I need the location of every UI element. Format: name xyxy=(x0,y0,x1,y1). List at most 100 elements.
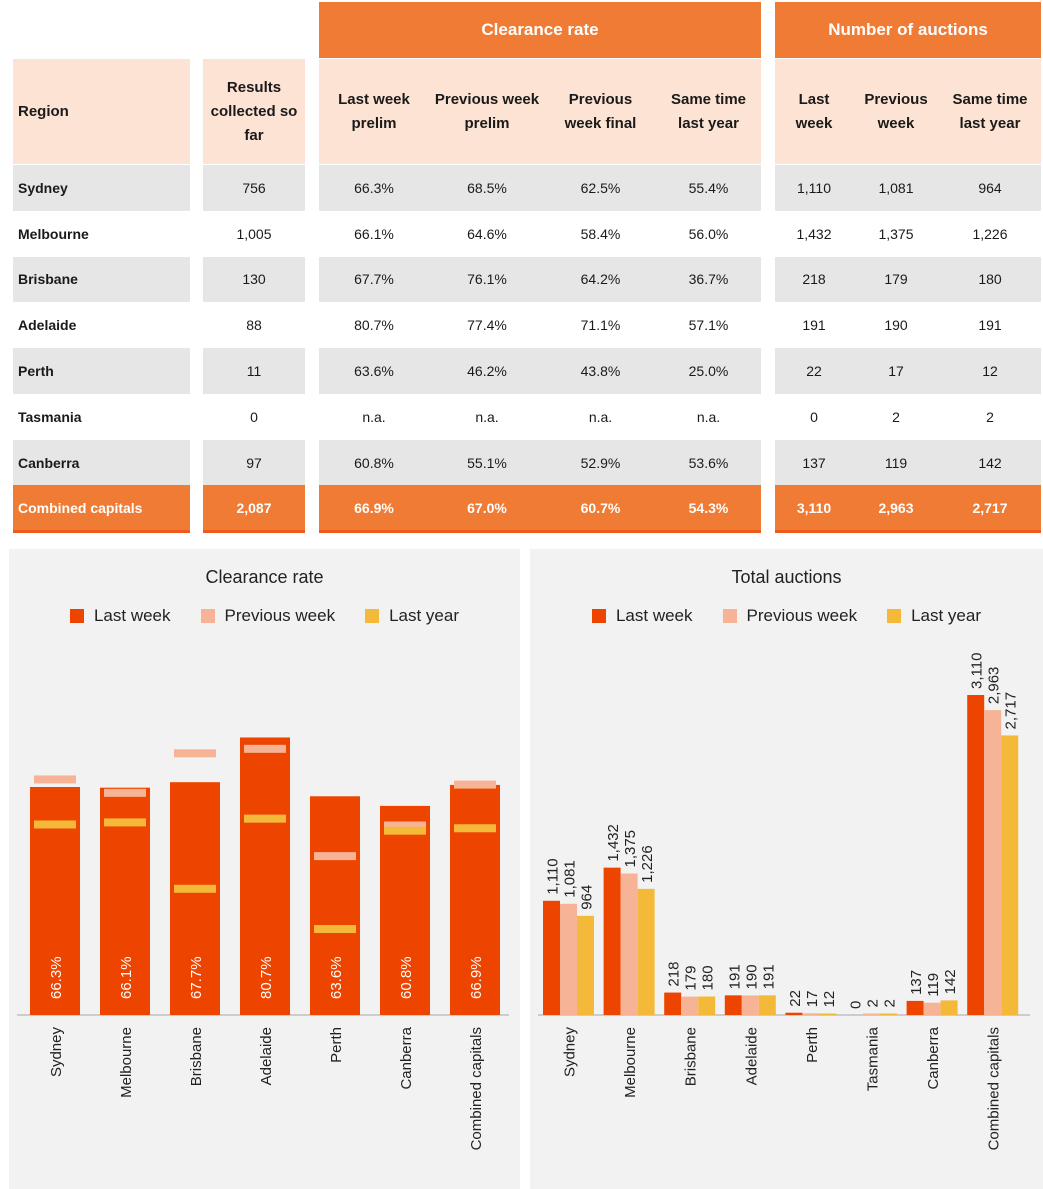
marker-last-year xyxy=(104,818,146,827)
row-shade xyxy=(203,165,305,211)
category-label: Canberra xyxy=(925,1026,942,1089)
table-cell: n.a. xyxy=(588,408,613,425)
column-header-text: Same time last year xyxy=(671,88,746,136)
bar-previous-week xyxy=(863,1013,880,1015)
header-block xyxy=(319,59,761,164)
header-block xyxy=(775,59,1041,164)
bar-last-week xyxy=(603,867,621,1015)
table-cell: 11 xyxy=(246,363,262,380)
data-label: 12 xyxy=(821,991,838,1008)
table-cell: 142 xyxy=(978,454,1002,471)
data-label: 67.7% xyxy=(188,956,205,999)
data-label: 1,432 xyxy=(605,824,622,862)
combined-cell: 60.7% xyxy=(580,499,621,516)
column-header-region: Region xyxy=(18,102,69,120)
legend-swatch-last-year xyxy=(887,609,902,623)
table-cell: 36.7% xyxy=(688,271,729,288)
table-cell: 1,081 xyxy=(878,179,914,196)
column-header-line: week xyxy=(795,114,833,132)
data-label: 60.8% xyxy=(398,956,415,999)
region-name-perth: Perth xyxy=(18,363,54,380)
combined-row-block xyxy=(319,485,761,530)
bar-previous-week xyxy=(802,1013,820,1015)
table-cell: 62.5% xyxy=(580,179,621,196)
column-header-text: Previous week xyxy=(864,88,927,136)
column-header-line: Previous xyxy=(568,90,633,108)
table-cell: 0 xyxy=(250,408,258,425)
data-label: 17 xyxy=(804,991,821,1008)
bar-last-week xyxy=(906,1000,924,1015)
chart-title: Clearance rate xyxy=(205,567,324,587)
marker-last-year xyxy=(314,925,356,934)
table-cell: 88 xyxy=(246,317,262,334)
table-cell: 25.0% xyxy=(688,363,729,380)
table-cell: 68.5% xyxy=(467,179,507,196)
legend-label: Last week xyxy=(615,606,693,625)
marker-previous-week xyxy=(384,821,426,830)
combined-cell: 2,963 xyxy=(878,499,914,516)
region-name-sydney: Sydney xyxy=(18,179,68,196)
bar-last-week xyxy=(240,737,290,1015)
table-cell: 64.6% xyxy=(467,225,507,242)
category-label: Sydney xyxy=(48,1027,65,1078)
column-header-text: Last week prelim xyxy=(338,88,410,136)
row-shade xyxy=(13,439,190,486)
legend-swatch-last-week xyxy=(69,609,84,623)
data-label: 218 xyxy=(666,962,683,987)
table-cell: 67.7% xyxy=(354,271,394,288)
region-name-tasmania: Tasmania xyxy=(18,408,82,425)
marker-last-year xyxy=(174,884,216,893)
bar-last-week xyxy=(380,805,430,1015)
column-header-text: Results collected so far xyxy=(211,76,298,148)
combined-cell: 3,110 xyxy=(796,499,832,516)
legend-swatch-previous-week xyxy=(722,609,737,623)
column-header-line: collected so xyxy=(210,102,298,120)
table-cell: 191 xyxy=(978,317,1002,334)
table-cell: 97 xyxy=(246,454,262,471)
data-label: 180 xyxy=(700,965,717,990)
combined-row-underline xyxy=(319,530,761,533)
table-cell: 22 xyxy=(806,363,822,380)
table-cell: 56.0% xyxy=(688,225,729,242)
table-cell: 2 xyxy=(892,408,900,425)
results-table: Clearance rate Number of auctions Region… xyxy=(0,0,1043,540)
row-shade xyxy=(203,439,305,486)
category-label: Perth xyxy=(804,1027,821,1063)
column-header-line: week xyxy=(877,114,915,132)
table-cell: 71.1% xyxy=(580,317,621,334)
row-shade xyxy=(203,348,305,394)
legend-label: Last year xyxy=(911,606,982,625)
bar-previous-week xyxy=(681,996,699,1015)
combined-row-underline xyxy=(775,530,1041,533)
legend-previous-week: Previous week xyxy=(200,606,335,626)
data-label: 191 xyxy=(760,964,777,989)
column-header-results: Results collected so far xyxy=(203,59,305,164)
table-cell: n.a. xyxy=(696,408,721,425)
category-label: Brisbane xyxy=(683,1027,700,1086)
bar-last-year xyxy=(819,1013,837,1015)
combined-row-block xyxy=(13,485,190,530)
column-header-line: Last xyxy=(798,90,830,108)
table-cell: 76.1% xyxy=(467,271,507,288)
table-cell: n.a. xyxy=(475,408,499,425)
chart-legend: Last week Previous week Last year xyxy=(530,606,1043,626)
category-label: Canberra xyxy=(398,1026,415,1089)
region-name-brisbane: Brisbane xyxy=(18,271,78,288)
column-header-line: prelim xyxy=(464,114,510,132)
row-shade xyxy=(319,256,761,303)
column-header-auc-last: Last week xyxy=(775,59,853,164)
region-name-melbourne: Melbourne xyxy=(18,225,89,242)
table-cell: 1,375 xyxy=(878,225,914,242)
marker-previous-week xyxy=(244,744,286,753)
row-shade xyxy=(775,256,1041,303)
data-label: 1,226 xyxy=(639,845,656,883)
table-cell: 2 xyxy=(986,408,994,425)
column-header-text: Last week xyxy=(796,88,833,136)
table-cell: 756 xyxy=(242,179,266,196)
auctions-group-header: Number of auctions xyxy=(775,2,1041,58)
combined-cell: 54.3% xyxy=(688,499,729,516)
legend-label: Last year xyxy=(389,606,460,625)
row-shade xyxy=(13,256,190,303)
bar-last-year xyxy=(880,1013,897,1015)
legend-swatch-last-year xyxy=(365,609,380,623)
